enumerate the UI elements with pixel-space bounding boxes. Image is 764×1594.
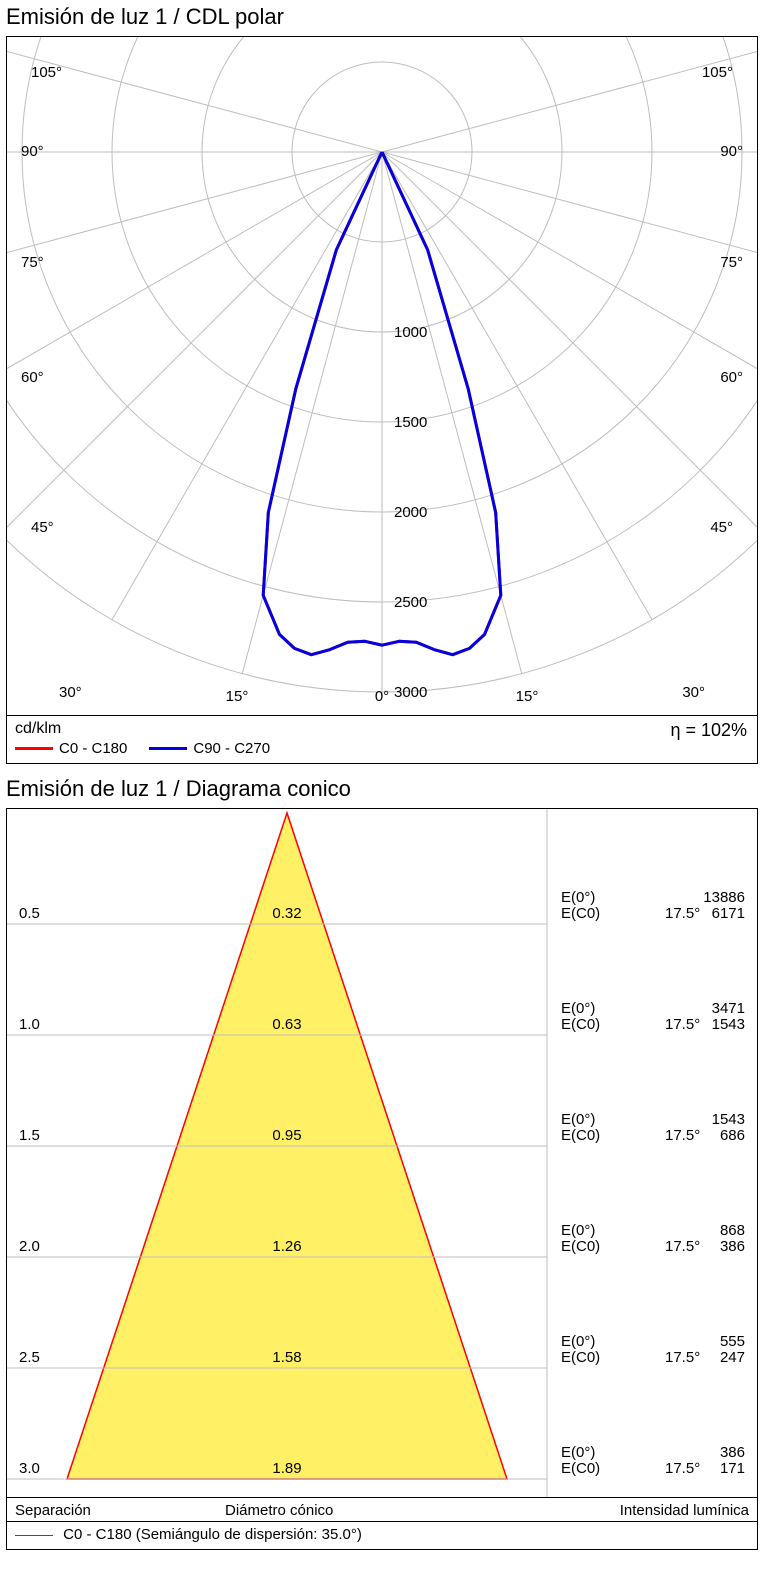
svg-text:2.5: 2.5: [19, 1349, 40, 1366]
polar-legend: cd/klm C0 - C180 C90 - C270 η = 102%: [6, 716, 758, 764]
svg-text:13886: 13886: [703, 889, 745, 906]
svg-text:1543: 1543: [712, 1016, 745, 1033]
svg-text:105°: 105°: [31, 64, 62, 81]
svg-text:75°: 75°: [720, 254, 743, 271]
footer-diametro: Diámetro cónico: [205, 1502, 559, 1519]
legend-label: C0 - C180: [59, 740, 127, 757]
svg-text:17.5°: 17.5°: [665, 1349, 700, 1366]
svg-text:45°: 45°: [31, 519, 54, 536]
svg-text:868: 868: [720, 1222, 745, 1239]
conic-legend-swatch: [15, 1535, 53, 1536]
svg-text:6171: 6171: [712, 905, 745, 922]
svg-text:1500: 1500: [394, 414, 427, 431]
svg-text:0.95: 0.95: [272, 1127, 301, 1144]
svg-text:0.63: 0.63: [272, 1016, 301, 1033]
svg-text:17.5°: 17.5°: [665, 1127, 700, 1144]
svg-text:E(C0): E(C0): [561, 1016, 600, 1033]
svg-text:17.5°: 17.5°: [665, 905, 700, 922]
svg-text:90°: 90°: [21, 143, 44, 160]
svg-text:E(0°): E(0°): [561, 1000, 595, 1017]
svg-text:15°: 15°: [516, 688, 539, 705]
legend-swatch: [15, 747, 53, 750]
svg-text:3471: 3471: [712, 1000, 745, 1017]
svg-text:1.26: 1.26: [272, 1238, 301, 1255]
svg-text:75°: 75°: [21, 254, 44, 271]
svg-text:90°: 90°: [720, 143, 743, 160]
polar-chart: 1000 1500 2000 2500 3000 105° 105° 90° 90° 75° 75°…: [6, 36, 758, 716]
svg-text:60°: 60°: [21, 369, 44, 386]
svg-text:E(0°): E(0°): [561, 889, 595, 906]
svg-text:2000: 2000: [394, 504, 427, 521]
svg-text:1.58: 1.58: [272, 1349, 301, 1366]
svg-text:1000: 1000: [394, 324, 427, 341]
legend-label: C90 - C270: [193, 740, 270, 757]
conic-legend-label: C0 - C180 (Semiángulo de dispersión: 35.…: [63, 1526, 362, 1543]
conic-legend: C0 - C180 (Semiángulo de dispersión: 35.…: [6, 1522, 758, 1550]
polar-eta: η = 102%: [670, 720, 747, 741]
svg-text:1543: 1543: [712, 1111, 745, 1128]
svg-text:E(C0): E(C0): [561, 905, 600, 922]
conic-chart: 0.50.32E(0°)E(C0)17.5°1388661711.00.63E(…: [6, 808, 758, 1498]
svg-text:E(0°): E(0°): [561, 1222, 595, 1239]
svg-text:0.5: 0.5: [19, 905, 40, 922]
svg-text:E(0°): E(0°): [561, 1333, 595, 1350]
svg-text:555: 555: [720, 1333, 745, 1350]
svg-text:17.5°: 17.5°: [665, 1460, 700, 1477]
svg-text:3000: 3000: [394, 684, 427, 701]
svg-text:1.89: 1.89: [272, 1460, 301, 1477]
svg-text:686: 686: [720, 1127, 745, 1144]
svg-text:386: 386: [720, 1444, 745, 1461]
svg-text:3.0: 3.0: [19, 1460, 40, 1477]
svg-text:E(C0): E(C0): [561, 1349, 600, 1366]
svg-text:17.5°: 17.5°: [665, 1238, 700, 1255]
svg-text:E(0°): E(0°): [561, 1444, 595, 1461]
svg-text:0°: 0°: [375, 688, 389, 705]
footer-separacion: Separación: [15, 1502, 205, 1519]
svg-text:1.0: 1.0: [19, 1016, 40, 1033]
svg-text:247: 247: [720, 1349, 745, 1366]
polar-title: Emisión de luz 1 / CDL polar: [0, 0, 764, 36]
svg-text:1.5: 1.5: [19, 1127, 40, 1144]
svg-text:E(C0): E(C0): [561, 1238, 600, 1255]
conic-title: Emisión de luz 1 / Diagrama conico: [0, 772, 764, 808]
svg-text:171: 171: [720, 1460, 745, 1477]
svg-text:2500: 2500: [394, 594, 427, 611]
svg-text:105°: 105°: [702, 64, 733, 81]
svg-text:17.5°: 17.5°: [665, 1016, 700, 1033]
polar-unit: cd/klm: [15, 720, 749, 738]
svg-text:30°: 30°: [682, 684, 705, 701]
svg-text:0.32: 0.32: [272, 905, 301, 922]
svg-text:2.0: 2.0: [19, 1238, 40, 1255]
svg-text:E(C0): E(C0): [561, 1460, 600, 1477]
conic-footer-labels: Separación Diámetro cónico Intensidad lu…: [6, 1498, 758, 1522]
footer-intensidad: Intensidad lumínica: [559, 1502, 749, 1519]
svg-text:386: 386: [720, 1238, 745, 1255]
legend-swatch: [149, 747, 187, 750]
svg-text:E(C0): E(C0): [561, 1127, 600, 1144]
svg-text:15°: 15°: [226, 688, 249, 705]
svg-text:E(0°): E(0°): [561, 1111, 595, 1128]
svg-text:45°: 45°: [710, 519, 733, 536]
svg-text:30°: 30°: [59, 684, 82, 701]
svg-text:60°: 60°: [720, 369, 743, 386]
